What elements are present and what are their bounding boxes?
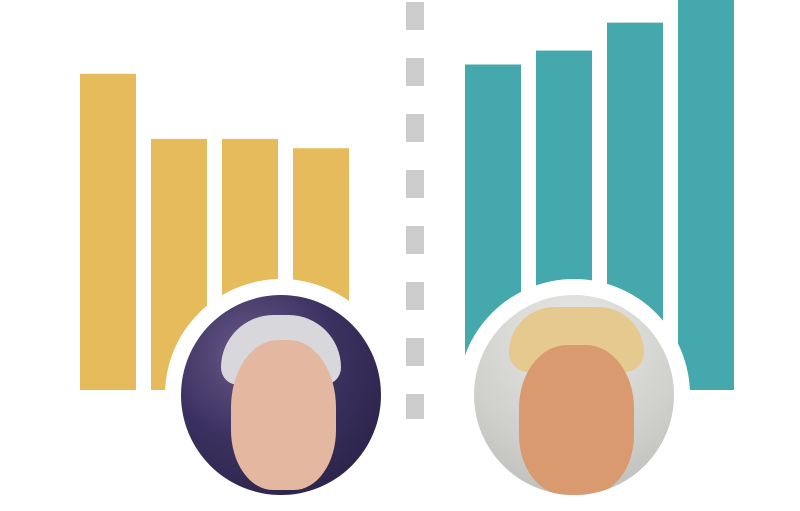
divider-dash xyxy=(406,394,424,419)
divider-dash xyxy=(406,338,424,366)
left-series-bar-1 xyxy=(80,73,136,391)
divider-dash xyxy=(406,58,424,86)
left-portrait-face xyxy=(231,340,336,490)
divider-dash xyxy=(406,2,424,30)
divider-dash xyxy=(406,170,424,198)
right-portrait-frame xyxy=(458,279,690,511)
divider-dash xyxy=(406,114,424,142)
divider-dash xyxy=(406,282,424,310)
left-candidate-portrait xyxy=(181,295,381,495)
right-series-bar-4 xyxy=(678,0,734,391)
right-candidate-portrait xyxy=(474,295,674,495)
divider-dash xyxy=(406,226,424,254)
left-portrait-frame xyxy=(165,279,397,511)
right-portrait-face xyxy=(519,345,634,495)
center-divider xyxy=(406,2,424,419)
